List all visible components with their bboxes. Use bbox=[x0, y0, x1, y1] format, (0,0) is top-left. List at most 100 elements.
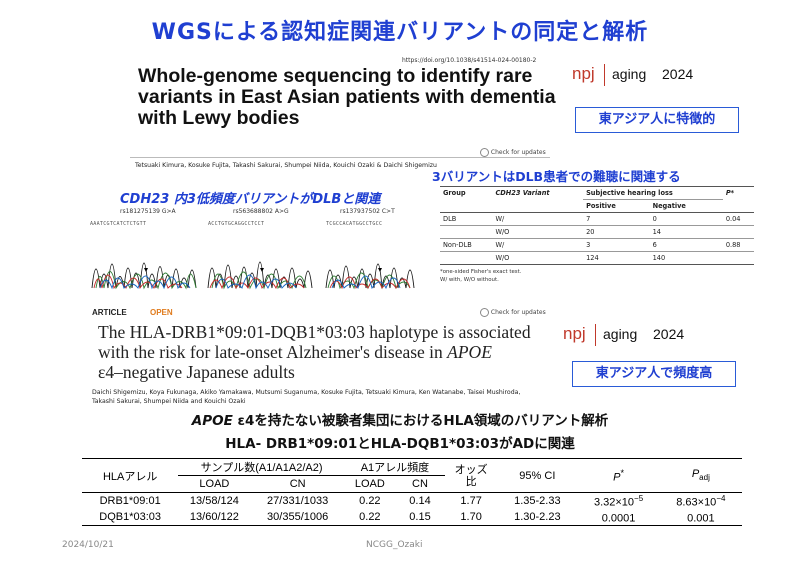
chromatogram-2-seq: ACCTGTGCAGGCCTCCT bbox=[208, 221, 265, 227]
hla-cell-p-base: 3.32×10 bbox=[593, 496, 635, 509]
hearing-cell-variant: W/O bbox=[495, 254, 510, 262]
hearing-cell-negative: 0 bbox=[652, 215, 657, 223]
hearing-footnote-2: W/ with, W/O without. bbox=[440, 277, 499, 283]
hla-cell-ci: 1.35-2.33 bbox=[514, 495, 561, 507]
paper1-hearing-annotation: 3バリアントはDLB患者での難聴に関連する bbox=[432, 169, 681, 184]
hearing-cell-p: 0.88 bbox=[725, 241, 741, 249]
paper1-variant-annotation: CDH23 内3低頻度バリアントがDLBと関連 bbox=[120, 188, 380, 207]
paper2-subhead-1: APOE ε4を持たない被験者集団におけるHLA領域のバリアント解析 bbox=[90, 409, 710, 429]
hla-th-ci: 95% CI bbox=[519, 469, 556, 482]
hearing-table-row: DLB W/ 7 0 0.04 bbox=[440, 212, 754, 226]
hearing-table-row: W/O 20 14 bbox=[440, 225, 754, 239]
hla-th-or: オッズ比 bbox=[445, 459, 497, 493]
paper1-title: Whole-genome sequencing to identify rare… bbox=[138, 65, 556, 129]
paper2-journal-name: aging bbox=[603, 326, 638, 342]
check-updates-label: Check for updates bbox=[490, 149, 546, 156]
paper1-authors: Tetsuaki Kimura, Kosuke Fujita, Takashi … bbox=[135, 162, 437, 169]
chromatogram-traces bbox=[91, 261, 415, 290]
hla-th-freq-load: LOAD bbox=[344, 475, 395, 493]
hearing-table-subheader-row: Positive Negative bbox=[440, 199, 754, 213]
paper2-title: The HLA-DRB1*09:01-DQB1*03:03 haplotype … bbox=[98, 322, 568, 382]
hearing-cell-positive: 124 bbox=[586, 254, 599, 262]
hearing-footnote-1: *one-sided Fisher's exact test. bbox=[440, 269, 522, 275]
hla-cell-allele: DRB1*09:01 bbox=[99, 495, 161, 507]
hla-cell-padj: 0.001 bbox=[660, 509, 742, 526]
hla-table: HLAアレル サンプル数(A1/A1A2/A2) A1アレル頻度 オッズ比 95… bbox=[82, 458, 742, 526]
paper2-title-line2: with the risk for late-onset Alzheimer's… bbox=[98, 342, 568, 362]
hla-cell-freq-load: 0.22 bbox=[359, 511, 381, 523]
hla-cell-padj-base: 8.63×10 bbox=[676, 496, 717, 509]
chromatogram-3-seq: TCGCCACATGGCCTGCC bbox=[326, 221, 383, 227]
paper2-open-label: OPEN bbox=[150, 308, 173, 317]
paper1-journal-name: aging bbox=[612, 66, 647, 82]
hearing-cell-variant: W/O bbox=[495, 228, 510, 236]
paper1-divider bbox=[130, 157, 550, 158]
hla-cell-p-exp: −5 bbox=[634, 493, 644, 503]
paper1-check-updates[interactable]: Check for updates bbox=[480, 148, 546, 157]
hla-th-p-sup: * bbox=[620, 467, 625, 478]
chromatogram-2-label: rs563688802 A>G bbox=[233, 208, 289, 215]
paper2-title-line3: ε4–negative Japanese adults bbox=[98, 362, 295, 382]
hla-th-sample: サンプル数(A1/A1A2/A2) bbox=[200, 462, 323, 474]
hearing-cell-negative: 140 bbox=[652, 254, 666, 262]
paper1-logo-divider bbox=[604, 64, 605, 86]
hearing-th-negative: Negative bbox=[649, 199, 723, 213]
hla-header-row: HLAアレル サンプル数(A1/A1A2/A2) A1アレル頻度 オッズ比 95… bbox=[82, 459, 742, 488]
paper1-npj-logo: npj bbox=[572, 64, 595, 83]
hla-cell-freq-cn: 0.14 bbox=[409, 495, 431, 507]
hla-subheader-row: LOAD CN LOAD CN bbox=[82, 475, 742, 493]
paper1-badge: 東アジア人に特徴的 bbox=[575, 107, 739, 133]
hearing-cell-p: 0.04 bbox=[725, 215, 741, 223]
paper2-title-line2-text: with the risk for late-onset Alzheimer's… bbox=[98, 342, 448, 362]
hla-th-or-top: オッズ bbox=[454, 463, 488, 476]
chromatogram-2-trace bbox=[207, 261, 313, 290]
hearing-cell-negative: 6 bbox=[652, 241, 657, 249]
slide-title: WGSによる認知症関連バリアントの同定と解析 bbox=[151, 20, 649, 45]
hearing-table-row: W/O 124 140 bbox=[440, 251, 754, 265]
hla-cell-padj: 8.63×10−4 bbox=[660, 493, 742, 510]
chromatogram-3-label: rs137937502 C>T bbox=[340, 208, 395, 215]
hla-cell-p-base: 0.0001 bbox=[601, 512, 636, 525]
hearing-table-row: Non-DLB W/ 3 6 0.88 bbox=[440, 238, 754, 252]
paper2-check-updates[interactable]: Check for updates bbox=[480, 308, 546, 317]
hla-cell-freq-cn: 0.15 bbox=[409, 511, 431, 523]
hearing-cell-group: Non-DLB bbox=[443, 241, 472, 249]
hearing-cell-group bbox=[440, 252, 492, 265]
hla-cell-cn: 30/355/1006 bbox=[267, 511, 329, 523]
hla-th-padj: Padj bbox=[660, 459, 742, 493]
hla-th-padj-sub: adj bbox=[699, 473, 710, 483]
hla-th-allele: HLAアレル bbox=[102, 470, 158, 483]
hla-cell-or: 1.77 bbox=[460, 495, 482, 507]
hearing-cell-variant: W/ bbox=[495, 215, 505, 223]
subhead-rest: ε4を持たない被験者集団におけるHLA領域のバリアント解析 bbox=[232, 413, 609, 429]
hearing-th-positive: Positive bbox=[583, 199, 650, 213]
paper2-subhead-2: HLA- DRB1*09:01とHLA-DQB1*03:03がADに関連 bbox=[225, 436, 575, 452]
chromatogram-1-trace bbox=[91, 262, 197, 290]
chromatogram-3-trace bbox=[325, 263, 415, 290]
hla-th-p-text: P bbox=[613, 471, 621, 484]
check-updates-icon bbox=[480, 148, 489, 157]
hla-cell-cn: 27/331/1033 bbox=[267, 495, 329, 507]
check-updates-label: Check for updates bbox=[490, 309, 546, 316]
hla-th-freq: A1アレル頻度 bbox=[360, 462, 430, 474]
hearing-table: Group CDH23 Variant Subjective hearing l… bbox=[440, 187, 754, 265]
hearing-table-wrap: Group CDH23 Variant Subjective hearing l… bbox=[440, 186, 754, 284]
hla-table-wrap: HLAアレル サンプル数(A1/A1A2/A2) A1アレル頻度 オッズ比 95… bbox=[82, 458, 742, 526]
paper2-title-line2-gene: APOE bbox=[447, 342, 492, 362]
hla-cell-load: 13/58/124 bbox=[189, 495, 239, 507]
paper2-article-label: ARTICLE bbox=[92, 308, 127, 317]
paper1-doi[interactable]: https://doi.org/10.1038/s41514-024-00180… bbox=[402, 57, 537, 64]
hearing-cell-p bbox=[723, 226, 754, 239]
hearing-cell-group: DLB bbox=[443, 215, 457, 223]
hla-cell-padj-base: 0.001 bbox=[687, 512, 715, 525]
paper2-title-line1: The HLA-DRB1*09:01-DQB1*03:03 haplotype … bbox=[98, 322, 531, 342]
footer-date: 2024/10/21 bbox=[62, 540, 114, 550]
hla-cell-p: 3.32×10−5 bbox=[577, 493, 659, 510]
hearing-th-variant: CDH23 Variant bbox=[495, 189, 550, 198]
chromatogram-1-seq: AAATCGTCATCTCTGTT bbox=[90, 221, 147, 227]
hearing-cell-p bbox=[723, 252, 754, 265]
paper2-logo-divider bbox=[595, 324, 596, 346]
hla-cell-freq-load: 0.22 bbox=[359, 495, 381, 507]
hearing-th-group: Group bbox=[443, 189, 466, 198]
hla-cell-p: 0.0001 bbox=[577, 509, 659, 526]
